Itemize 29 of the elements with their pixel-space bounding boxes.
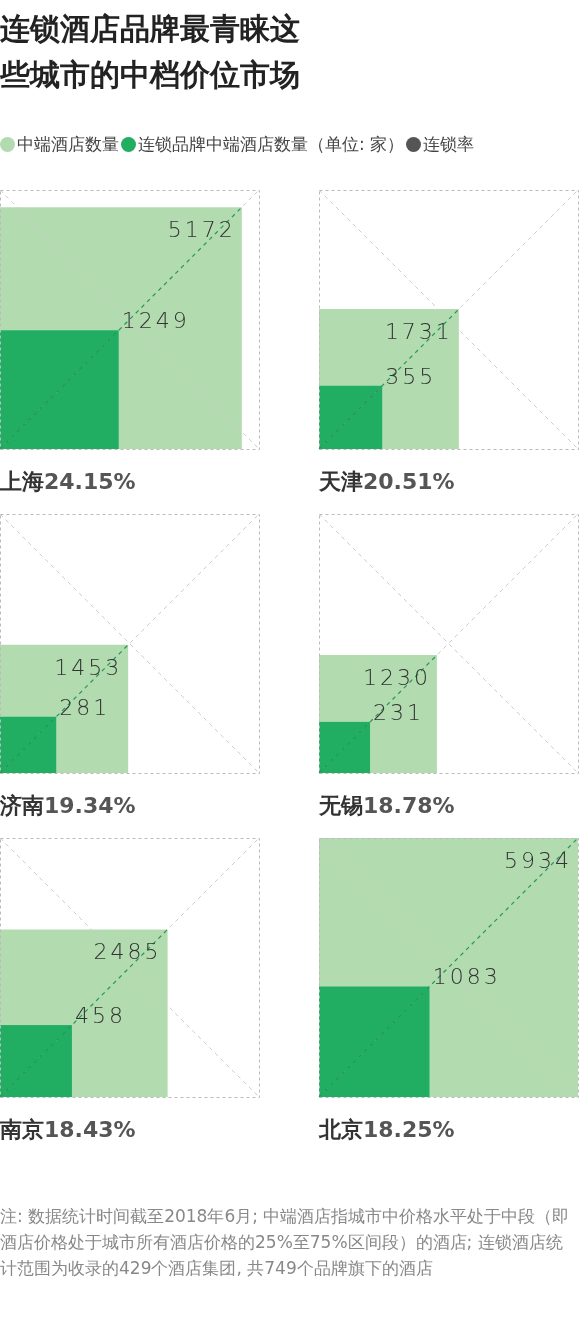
data-label: 1230 [362,665,431,691]
category-label: 天津 [318,469,363,494]
data-label: 24.15% [44,469,136,494]
category-label: 上海 [0,469,44,494]
data-label: 5934 [504,848,572,873]
category-label: 南京 [0,1117,44,1142]
legend-label: 连锁品牌中端酒店数量（单位: 家） [138,134,405,154]
data-label: 2485 [93,939,162,965]
data-label: 281 [59,694,111,720]
data-label: 5172 [167,217,236,243]
data-label: 19.34% [44,793,136,818]
legend-label: 连锁率 [423,134,475,154]
text: 注: 数据统计时间截至2018年6月; 中端酒店指城市中价格水平处于中段（即酒店价格处于城市所有酒店价格的25%至75%区间段）的酒店; 连锁酒店统计范围为收录的429个酒店集团, 共749个品牌旗下的酒店 [0,1205,571,1280]
category-label: 北京 [318,1117,363,1142]
data-label: 1731 [384,319,453,345]
data-label: 1083 [432,964,501,990]
category-label: 济南 [0,793,44,818]
data-label: 1249 [121,308,190,334]
data-label: 231 [373,699,425,725]
text: 连锁酒店品牌最青睐这些城市的中档价位市场 [0,10,301,94]
legend-label: 中端酒店数量 [17,134,119,154]
category-label: 无锡 [318,793,363,818]
data-label: 355 [385,363,437,389]
data-label: 18.25% [363,1117,455,1142]
data-label: 1453 [54,654,123,680]
data-label: 18.78% [363,793,455,818]
data-label: 458 [74,1003,126,1029]
data-label: 18.43% [44,1117,136,1142]
data-label: 20.51% [363,469,455,494]
